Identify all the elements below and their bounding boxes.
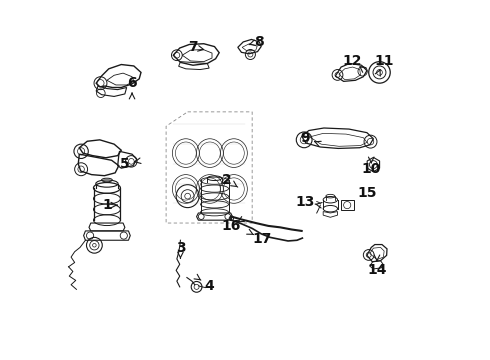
Text: 16: 16 xyxy=(221,219,240,233)
Text: 5: 5 xyxy=(120,157,130,171)
Text: 12: 12 xyxy=(343,54,362,68)
Text: 13: 13 xyxy=(295,195,315,209)
Text: 8: 8 xyxy=(254,35,264,49)
Text: 2: 2 xyxy=(222,173,232,187)
Text: 3: 3 xyxy=(175,241,185,255)
Text: 11: 11 xyxy=(374,54,394,68)
Text: 6: 6 xyxy=(127,76,137,90)
Text: 7: 7 xyxy=(188,40,198,54)
Bar xyxy=(341,200,354,211)
Text: 17: 17 xyxy=(252,232,272,246)
Text: 9: 9 xyxy=(300,131,310,145)
Text: 10: 10 xyxy=(362,162,381,176)
Text: 1: 1 xyxy=(102,198,112,212)
Text: 14: 14 xyxy=(367,263,387,276)
Text: 4: 4 xyxy=(204,279,214,293)
Text: 15: 15 xyxy=(357,185,377,199)
